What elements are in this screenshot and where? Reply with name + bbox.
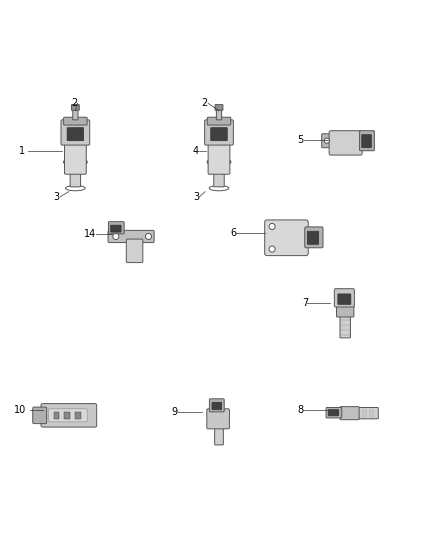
- FancyBboxPatch shape: [215, 426, 223, 445]
- Circle shape: [269, 223, 275, 230]
- Text: 2: 2: [71, 98, 77, 108]
- Bar: [75, 413, 81, 419]
- FancyBboxPatch shape: [340, 314, 350, 338]
- FancyBboxPatch shape: [212, 402, 222, 410]
- FancyBboxPatch shape: [33, 407, 47, 424]
- Bar: [53, 413, 59, 419]
- Bar: [64, 413, 70, 419]
- Ellipse shape: [64, 158, 87, 166]
- Text: 9: 9: [171, 407, 177, 417]
- FancyBboxPatch shape: [64, 117, 87, 125]
- Text: 3: 3: [53, 192, 60, 202]
- FancyBboxPatch shape: [126, 239, 143, 263]
- FancyBboxPatch shape: [109, 222, 124, 234]
- FancyBboxPatch shape: [211, 128, 227, 141]
- FancyBboxPatch shape: [41, 403, 97, 427]
- Text: 10: 10: [14, 405, 27, 415]
- FancyBboxPatch shape: [334, 289, 354, 307]
- FancyBboxPatch shape: [340, 407, 359, 419]
- FancyBboxPatch shape: [64, 142, 86, 174]
- FancyBboxPatch shape: [70, 160, 81, 187]
- FancyBboxPatch shape: [328, 410, 339, 416]
- Text: 4: 4: [193, 146, 199, 156]
- FancyBboxPatch shape: [322, 134, 332, 148]
- Text: 7: 7: [302, 298, 308, 309]
- FancyBboxPatch shape: [73, 109, 78, 120]
- FancyBboxPatch shape: [48, 409, 87, 422]
- FancyBboxPatch shape: [357, 408, 378, 419]
- FancyBboxPatch shape: [108, 230, 154, 243]
- FancyBboxPatch shape: [214, 160, 224, 187]
- FancyBboxPatch shape: [208, 142, 230, 174]
- Circle shape: [113, 233, 119, 239]
- FancyBboxPatch shape: [305, 227, 323, 248]
- FancyBboxPatch shape: [111, 225, 121, 232]
- FancyBboxPatch shape: [336, 304, 354, 317]
- FancyBboxPatch shape: [67, 128, 84, 141]
- FancyBboxPatch shape: [71, 104, 79, 110]
- FancyBboxPatch shape: [216, 109, 222, 120]
- Ellipse shape: [207, 158, 231, 166]
- FancyBboxPatch shape: [362, 135, 371, 148]
- Text: 8: 8: [297, 405, 304, 415]
- FancyBboxPatch shape: [338, 294, 351, 304]
- Circle shape: [324, 138, 329, 143]
- FancyBboxPatch shape: [207, 117, 231, 125]
- FancyBboxPatch shape: [209, 399, 224, 412]
- Text: 5: 5: [297, 135, 304, 146]
- FancyBboxPatch shape: [326, 408, 342, 418]
- FancyBboxPatch shape: [307, 231, 319, 244]
- Text: 6: 6: [230, 228, 236, 238]
- Text: 14: 14: [84, 229, 96, 239]
- FancyBboxPatch shape: [360, 131, 374, 151]
- FancyBboxPatch shape: [205, 120, 233, 145]
- FancyBboxPatch shape: [265, 220, 308, 256]
- Circle shape: [269, 246, 275, 252]
- Text: 3: 3: [193, 192, 199, 202]
- Text: 1: 1: [19, 146, 25, 156]
- Circle shape: [145, 233, 152, 239]
- FancyBboxPatch shape: [215, 104, 223, 110]
- Text: 2: 2: [201, 98, 208, 108]
- FancyBboxPatch shape: [61, 120, 90, 145]
- FancyBboxPatch shape: [207, 409, 230, 429]
- FancyBboxPatch shape: [329, 131, 362, 155]
